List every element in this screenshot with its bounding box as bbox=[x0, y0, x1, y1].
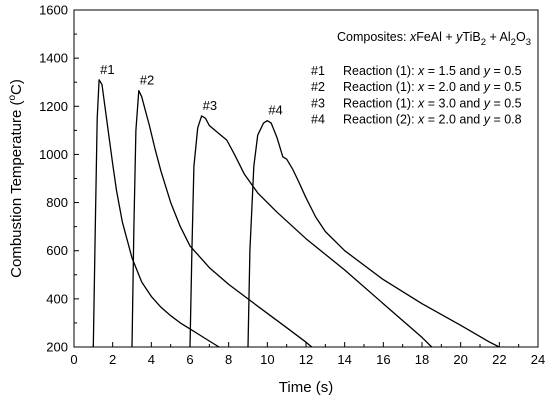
y-tick-label: 1600 bbox=[39, 3, 68, 18]
series-line-2 bbox=[131, 89, 313, 348]
y-tick-label: 400 bbox=[46, 291, 68, 306]
legend-item-description: Reaction (1): x = 2.0 and y = 0.5 bbox=[343, 80, 522, 94]
x-axis-label: Time (s) bbox=[279, 379, 333, 396]
x-tick-label: 14 bbox=[337, 352, 351, 367]
legend-item-id: #1 bbox=[311, 64, 325, 78]
series-line-4 bbox=[247, 120, 500, 348]
x-tick-label: 22 bbox=[492, 352, 506, 367]
y-tick-label: 600 bbox=[46, 243, 68, 258]
x-tick-label: 2 bbox=[109, 352, 116, 367]
y-tick-label: 200 bbox=[46, 340, 68, 355]
x-tick-label: 8 bbox=[225, 352, 232, 367]
x-tick-label: 24 bbox=[531, 352, 545, 367]
series-labels: #1 #2 #3 #4 bbox=[100, 62, 283, 118]
y-tick-label: 800 bbox=[46, 195, 68, 210]
x-tick-label: 4 bbox=[148, 352, 155, 367]
legend-item-description: Reaction (2): x = 2.0 and y = 0.8 bbox=[343, 113, 522, 127]
annotation-title: Composites: xFeAl + yTiB2 + Al2O3 bbox=[337, 30, 531, 48]
legend-item-description: Reaction (1): x = 1.5 and y = 0.5 bbox=[343, 64, 522, 78]
y-tick-label: 1400 bbox=[39, 51, 68, 66]
series-label-1: #1 bbox=[100, 62, 114, 77]
y-tick-label: 1200 bbox=[39, 99, 68, 114]
x-tick-label: 20 bbox=[453, 352, 467, 367]
y-tick-label: 1000 bbox=[39, 147, 68, 162]
series-line-3 bbox=[189, 115, 433, 348]
legend-item-id: #4 bbox=[311, 113, 325, 127]
plot-area bbox=[73, 9, 539, 348]
axis-ticks bbox=[73, 9, 539, 348]
series-label-3: #3 bbox=[203, 98, 217, 113]
y-axis-label: Combustion Temperature (oC) bbox=[7, 79, 25, 278]
series-label-4: #4 bbox=[268, 103, 282, 118]
legend-item-description: Reaction (1): x = 3.0 and y = 0.5 bbox=[343, 96, 522, 110]
legend-item-id: #3 bbox=[311, 96, 325, 110]
legend: #1 Reaction (1): x = 1.5 and y = 0.5 #2 Rea… bbox=[311, 64, 522, 127]
data-series bbox=[92, 79, 500, 348]
x-tick-label: 0 bbox=[70, 352, 77, 367]
series-label-2: #2 bbox=[140, 73, 154, 88]
legend-item-id: #2 bbox=[311, 80, 325, 94]
x-tick-label: 18 bbox=[415, 352, 429, 367]
x-tick-label: 12 bbox=[299, 352, 313, 367]
x-tick-label: 10 bbox=[260, 352, 274, 367]
plot-border bbox=[73, 9, 539, 348]
x-tick-label: 6 bbox=[186, 352, 193, 367]
axis-tick-labels: 0 2 4 6 8 10 12 14 16 18 20 22 242004006008001000120… bbox=[39, 3, 545, 368]
series-line-1 bbox=[92, 79, 220, 348]
x-tick-label: 16 bbox=[376, 352, 390, 367]
